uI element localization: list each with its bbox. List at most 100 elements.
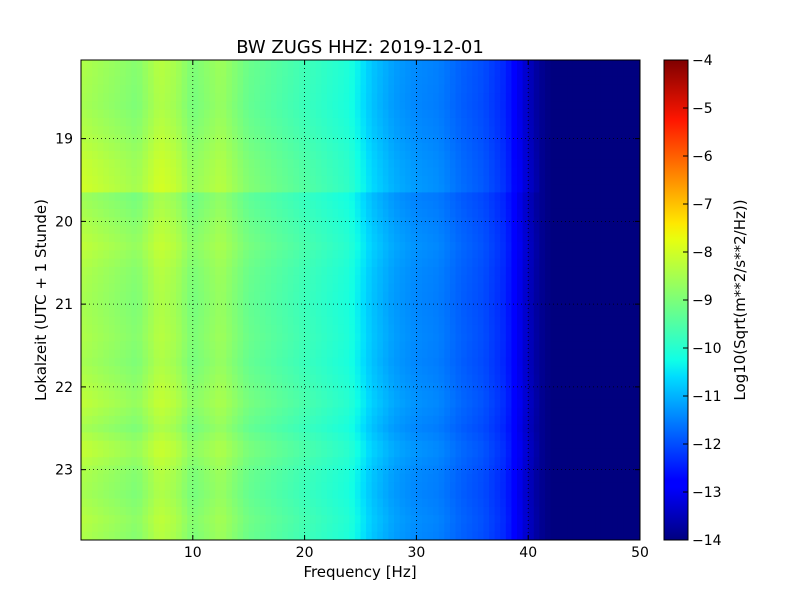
heatmap-cell (237, 175, 244, 185)
heatmap-cell (215, 142, 222, 152)
heatmap-cell (360, 415, 367, 425)
heatmap-cell (584, 167, 591, 177)
heatmap-cell (589, 432, 596, 442)
heatmap-cell (539, 399, 546, 409)
heatmap-cell (433, 291, 440, 301)
heatmap-cell (103, 200, 110, 210)
heatmap-cell (354, 151, 362, 160)
heatmap-cell (103, 167, 110, 177)
heatmap-cell (220, 242, 227, 251)
heatmap-cell (170, 266, 177, 276)
heatmap-cell (382, 316, 390, 326)
heatmap-cell (198, 291, 205, 301)
heatmap-cell (382, 275, 390, 285)
heatmap-cell (584, 109, 591, 119)
heatmap-cell (97, 308, 104, 318)
heatmap-cell (477, 68, 485, 78)
heatmap-cell (192, 382, 199, 392)
heatmap-cell (299, 184, 306, 194)
heatmap-cell (170, 76, 177, 86)
heatmap-cell (421, 76, 429, 86)
heatmap-cell (254, 142, 261, 152)
heatmap-cell (153, 333, 160, 342)
heatmap-cell (444, 101, 451, 111)
heatmap-cell (612, 448, 619, 458)
heatmap-cell (394, 266, 401, 276)
heatmap-cell (254, 341, 261, 351)
heatmap-cell (354, 465, 362, 475)
heatmap-cell (354, 324, 362, 334)
heatmap-cell (170, 366, 177, 376)
heatmap-cell (416, 126, 423, 136)
heatmap-cell (131, 84, 138, 94)
heatmap-cell (108, 233, 116, 243)
heatmap-cell (349, 192, 356, 202)
heatmap-cell (584, 84, 591, 94)
heatmap-cell (399, 84, 406, 94)
heatmap-cell (416, 391, 423, 400)
heatmap-cell (209, 117, 216, 127)
heatmap-cell (153, 76, 160, 86)
heatmap-cell (584, 399, 591, 409)
heatmap-cell (567, 142, 574, 152)
heatmap-cell (399, 300, 406, 309)
heatmap-cell (108, 283, 116, 293)
heatmap-cell (449, 76, 457, 86)
heatmap-cell (561, 341, 568, 351)
heatmap-cell (170, 167, 177, 177)
heatmap-cell (572, 217, 580, 227)
heatmap-cell (170, 208, 177, 218)
heatmap-cell (366, 151, 373, 160)
heatmap-cell (243, 457, 250, 467)
heatmap-cell (572, 316, 580, 326)
heatmap-cell (103, 109, 110, 119)
heatmap-cell (421, 242, 429, 251)
heatmap-cell (338, 424, 345, 434)
heatmap-cell (125, 399, 132, 409)
heatmap-cell (86, 142, 93, 152)
heatmap-cell (148, 382, 155, 392)
heatmap-cell (427, 291, 434, 301)
heatmap-cell (377, 291, 384, 301)
heatmap-cell (556, 250, 563, 260)
heatmap-cell (617, 349, 624, 359)
heatmap-cell (92, 93, 99, 102)
heatmap-cell (517, 134, 524, 144)
heatmap-cell (125, 366, 132, 376)
heatmap-cell (86, 374, 93, 384)
heatmap-cell (472, 76, 479, 86)
heatmap-cell (332, 333, 339, 342)
heatmap-cell (410, 283, 417, 293)
heatmap-cell (466, 93, 473, 102)
heatmap-cell (410, 457, 417, 467)
heatmap-cell (220, 184, 227, 194)
heatmap-cell (293, 167, 300, 177)
heatmap-cell (394, 167, 401, 177)
heatmap-cell (148, 440, 155, 450)
heatmap-cell (612, 291, 619, 301)
heatmap-cell (237, 117, 244, 127)
heatmap-cell (550, 84, 557, 94)
heatmap-cell (97, 60, 104, 69)
heatmap-cell (92, 68, 99, 78)
heatmap-cell (472, 432, 479, 442)
heatmap-cell (176, 151, 183, 160)
heatmap-cell (108, 324, 116, 334)
heatmap-cell (315, 151, 322, 160)
heatmap-cell (528, 275, 535, 285)
heatmap-cell (265, 217, 272, 227)
heatmap-cell (299, 275, 306, 285)
heatmap-cell (287, 275, 295, 285)
heatmap-cell (354, 374, 362, 384)
heatmap-cell (544, 93, 552, 102)
heatmap-cell (142, 242, 149, 251)
heatmap-cell (366, 399, 373, 409)
heatmap-cell (416, 258, 423, 268)
heatmap-cell (153, 242, 160, 251)
heatmap-cell (220, 76, 227, 86)
heatmap-cell (293, 142, 300, 152)
heatmap-cell (125, 151, 132, 160)
heatmap-cell (405, 159, 412, 169)
heatmap-cell (500, 250, 507, 260)
heatmap-cell (181, 300, 188, 309)
